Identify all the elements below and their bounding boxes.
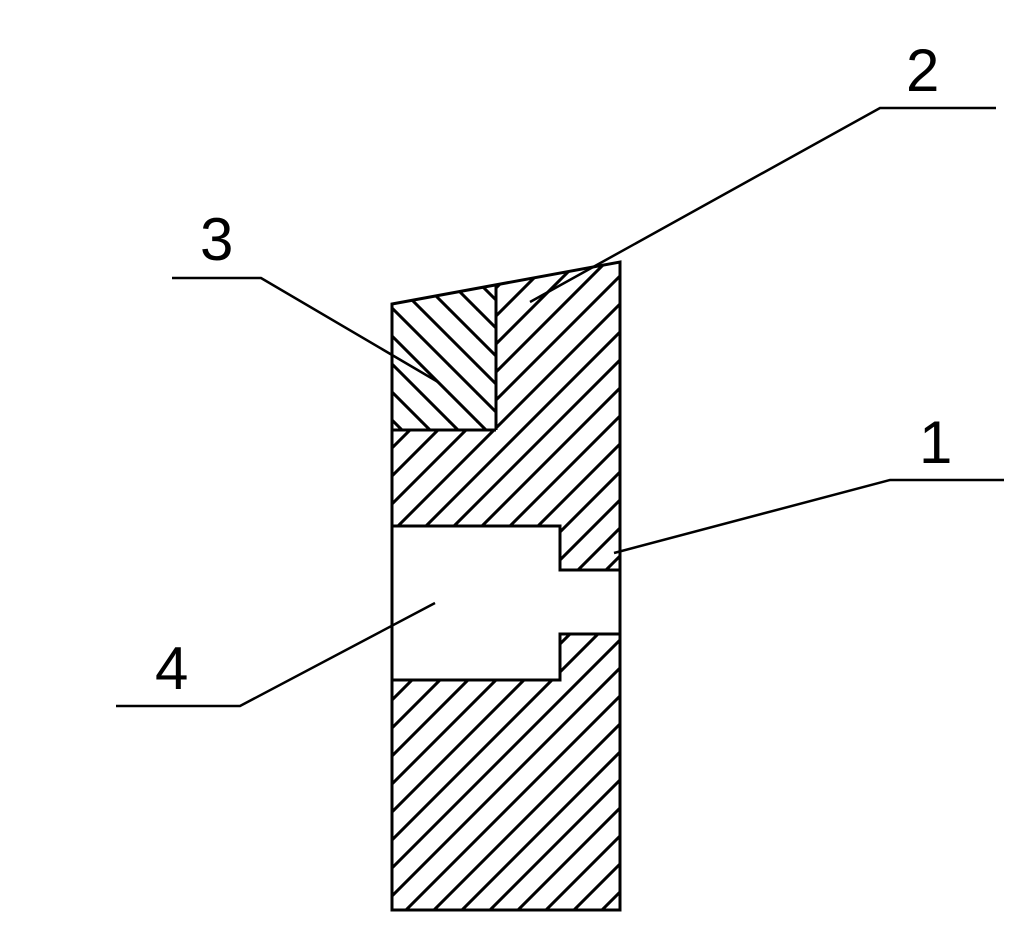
diagram-svg xyxy=(0,0,1013,921)
label-2: 2 xyxy=(906,41,939,101)
technical-diagram: 1 2 3 4 xyxy=(0,0,1013,921)
leader-1 xyxy=(614,480,1004,553)
label-1: 1 xyxy=(919,413,952,473)
label-3: 3 xyxy=(200,210,233,270)
label-4: 4 xyxy=(155,639,188,699)
